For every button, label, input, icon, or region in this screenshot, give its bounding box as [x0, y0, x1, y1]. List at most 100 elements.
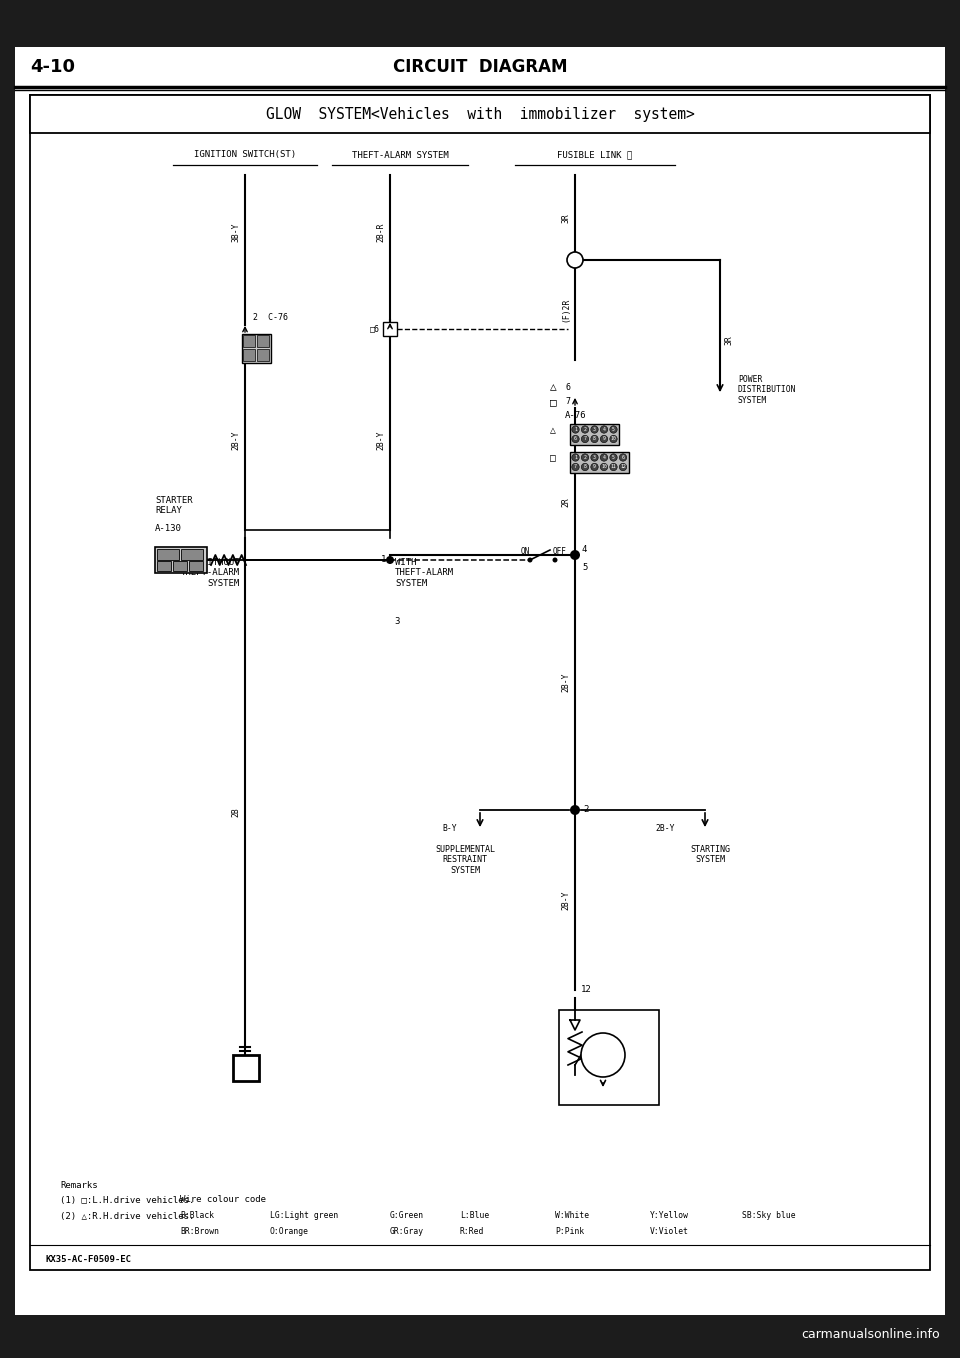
Text: 2B-Y: 2B-Y	[562, 672, 570, 691]
Text: V:Violet: V:Violet	[650, 1226, 689, 1236]
Text: (2) △:R.H.drive vehicles.: (2) △:R.H.drive vehicles.	[60, 1213, 194, 1221]
Bar	[15, 48, 945, 87]
Text: POWER
DISTRIBUTION
SYSTEM: POWER DISTRIBUTION SYSTEM	[738, 375, 797, 405]
Text: 2B-Y: 2B-Y	[562, 891, 570, 910]
Circle shape	[582, 436, 588, 443]
Text: △: △	[550, 425, 556, 435]
Circle shape	[600, 463, 608, 471]
Circle shape	[572, 426, 579, 433]
Text: SUPPLEMENTAL
RESTRAINT
SYSTEM: SUPPLEMENTAL RESTRAINT SYSTEM	[435, 845, 495, 875]
Bar	[173, 561, 187, 570]
Text: 1: 1	[247, 338, 252, 344]
Text: P:Pink: P:Pink	[555, 1226, 585, 1236]
Text: 11: 11	[611, 464, 616, 470]
Text: 7: 7	[574, 464, 577, 470]
Circle shape	[581, 1033, 625, 1077]
Text: 10: 10	[601, 464, 607, 470]
Circle shape	[600, 436, 608, 443]
Text: IGNITION SWITCH(ST): IGNITION SWITCH(ST)	[194, 151, 296, 159]
Text: 5: 5	[582, 564, 588, 573]
Text: L:Blue: L:Blue	[460, 1210, 490, 1219]
Text: 3: 3	[194, 564, 198, 569]
Circle shape	[582, 426, 588, 433]
Text: 4: 4	[573, 255, 577, 265]
Text: carmanualsonline.info: carmanualsonline.info	[802, 1328, 940, 1342]
Text: 3: 3	[593, 455, 596, 460]
Text: 2: 2	[584, 455, 587, 460]
Text: B-Y: B-Y	[443, 824, 457, 832]
Text: 2B-Y: 2B-Y	[656, 824, 675, 832]
Bar	[570, 424, 619, 444]
Bar	[559, 1010, 659, 1105]
Text: KX35-AC-F0509-EC: KX35-AC-F0509-EC	[45, 1255, 131, 1263]
Text: 12: 12	[620, 464, 626, 470]
Bar	[157, 561, 171, 570]
Text: FUSIBLE LINK ④: FUSIBLE LINK ④	[558, 151, 633, 159]
Text: A-130: A-130	[155, 524, 181, 532]
Circle shape	[610, 426, 617, 433]
Bar	[383, 322, 397, 335]
Bar	[15, 5, 945, 48]
Text: O:Orange: O:Orange	[270, 1226, 309, 1236]
Text: 1: 1	[380, 555, 386, 565]
Text: CIRCUIT  DIAGRAM: CIRCUIT DIAGRAM	[393, 58, 567, 76]
Circle shape	[590, 463, 598, 471]
Text: (F)2R: (F)2R	[562, 297, 570, 322]
Text: WITHOUT
THEFT-ALARM
SYSTEM: WITHOUT THEFT-ALARM SYSTEM	[180, 558, 240, 588]
Text: 2: 2	[261, 338, 265, 344]
Text: 3R: 3R	[562, 213, 570, 223]
Text: 3R: 3R	[725, 335, 733, 345]
Text: 6: 6	[565, 383, 570, 391]
Text: 4: 4	[261, 352, 265, 359]
Text: 12: 12	[581, 986, 591, 994]
Bar	[257, 335, 269, 348]
Bar	[155, 547, 207, 573]
Circle shape	[570, 550, 580, 559]
Text: GLOW  SYSTEM<Vehicles  with  immobilizer  system>: GLOW SYSTEM<Vehicles with immobilizer sy…	[266, 106, 694, 121]
Text: 1: 1	[574, 455, 577, 460]
Text: 1: 1	[574, 426, 577, 432]
Text: 6: 6	[574, 436, 577, 441]
Circle shape	[572, 454, 579, 462]
Text: 2B-Y: 2B-Y	[376, 430, 386, 449]
Text: LG:Light green: LG:Light green	[270, 1210, 338, 1219]
Circle shape	[600, 454, 608, 462]
Text: 2B-R: 2B-R	[376, 223, 386, 242]
Text: 3: 3	[394, 618, 399, 626]
Text: 5: 5	[612, 455, 615, 460]
Text: 5: 5	[240, 1061, 251, 1076]
Text: 5: 5	[612, 426, 615, 432]
Text: (1) □:L.H.drive vehicles.: (1) □:L.H.drive vehicles.	[60, 1196, 194, 1206]
Text: 2: 2	[584, 426, 587, 432]
Text: 2R: 2R	[562, 497, 570, 507]
Text: Remarks: Remarks	[60, 1180, 98, 1190]
Text: Wire colour code: Wire colour code	[180, 1195, 266, 1203]
Bar	[570, 452, 629, 473]
Text: 2B-Y: 2B-Y	[231, 430, 241, 449]
Circle shape	[610, 463, 617, 471]
Circle shape	[567, 253, 583, 268]
Bar	[181, 549, 203, 559]
Text: Y:Yellow: Y:Yellow	[650, 1210, 689, 1219]
Text: □6: □6	[370, 325, 380, 334]
Bar	[30, 95, 930, 1270]
Text: BR:Brown: BR:Brown	[180, 1226, 219, 1236]
Text: 2: 2	[583, 805, 588, 815]
Circle shape	[610, 436, 617, 443]
Text: 8: 8	[593, 436, 596, 441]
Circle shape	[590, 454, 598, 462]
Bar	[189, 561, 203, 570]
Text: 7: 7	[584, 436, 587, 441]
Text: G:Green: G:Green	[390, 1210, 424, 1219]
Text: 3: 3	[247, 352, 252, 359]
Text: 5: 5	[190, 551, 194, 557]
Bar	[233, 1055, 259, 1081]
Text: WITH
THEFT-ALARM
SYSTEM: WITH THEFT-ALARM SYSTEM	[395, 558, 454, 588]
Bar	[243, 349, 255, 361]
Text: A-76: A-76	[565, 410, 587, 420]
Text: 1: 1	[162, 564, 166, 569]
Text: 8: 8	[584, 464, 587, 470]
Text: THEFT-ALARM SYSTEM: THEFT-ALARM SYSTEM	[351, 151, 448, 159]
Text: STARTER
RELAY: STARTER RELAY	[155, 496, 193, 515]
Text: 9: 9	[603, 436, 606, 441]
